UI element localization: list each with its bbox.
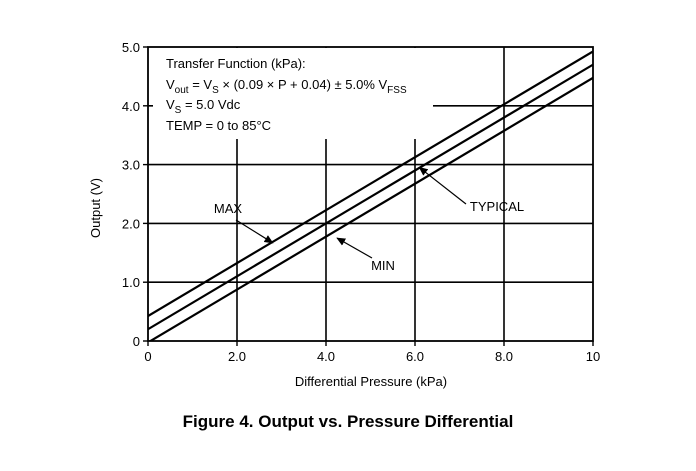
series-lines bbox=[148, 50, 593, 341]
figure-caption: Figure 4. Output vs. Pressure Differenti… bbox=[182, 412, 514, 431]
annotation-box: Transfer Function (kPa): Vout = VS × (0.… bbox=[153, 48, 433, 139]
annotation-line-4: TEMP = 0 to 85°C bbox=[166, 118, 271, 133]
series-labels: MAX TYPICAL MIN bbox=[214, 166, 524, 273]
series-label-arrow-typical bbox=[418, 166, 467, 205]
annotation-background bbox=[153, 48, 433, 139]
x-tick-label-1: 2.0 bbox=[228, 349, 246, 364]
y-axis-title: Output (V) bbox=[88, 178, 103, 238]
series-label-arrow-min bbox=[336, 237, 373, 259]
output-vs-pressure-chart: Transfer Function (kPa): Vout = VS × (0.… bbox=[88, 40, 600, 389]
annotation-line-1: Transfer Function (kPa): bbox=[166, 56, 306, 71]
x-tick-label-4: 8.0 bbox=[495, 349, 513, 364]
x-tick-label-2: 4.0 bbox=[317, 349, 335, 364]
y-tick-label-2: 2.0 bbox=[122, 216, 140, 231]
series-line-max bbox=[148, 50, 593, 317]
y-tick-label-0: 0 bbox=[133, 334, 140, 349]
x-axis-title: Differential Pressure (kPa) bbox=[295, 374, 447, 389]
x-tick-label-0: 0 bbox=[144, 349, 151, 364]
tick-labels: 0 2.0 4.0 6.0 8.0 10 0 1.0 2.0 3.0 4.0 5.0 bbox=[122, 40, 600, 364]
y-tick-label-3: 3.0 bbox=[122, 158, 140, 173]
x-tick-label-3: 6.0 bbox=[406, 349, 424, 364]
y-tick-label-1: 1.0 bbox=[122, 275, 140, 290]
series-label-max: MAX bbox=[214, 201, 243, 216]
series-line-typical bbox=[148, 63, 593, 331]
series-label-arrow-max bbox=[235, 219, 274, 244]
series-label-min: MIN bbox=[371, 258, 395, 273]
plot-frame bbox=[147, 46, 594, 342]
annotation-line-3: VS = 5.0 Vdc bbox=[166, 97, 241, 116]
y-tick-label-4: 4.0 bbox=[122, 99, 140, 114]
y-tick-label-5: 5.0 bbox=[122, 40, 140, 55]
x-tick-label-5: 10 bbox=[586, 349, 600, 364]
series-line-min bbox=[148, 76, 593, 341]
annotation-line-2: Vout = VS × (0.09 × P + 0.04) ± 5.0% VFS… bbox=[166, 77, 407, 96]
plot-border bbox=[147, 46, 594, 342]
series-label-typical: TYPICAL bbox=[470, 199, 524, 214]
